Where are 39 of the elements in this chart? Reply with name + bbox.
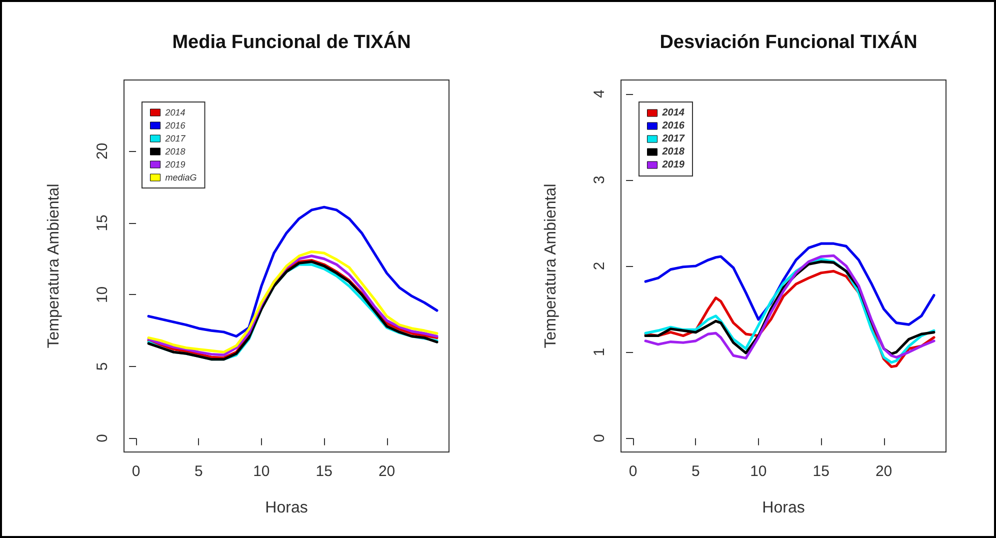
legend-label: 2018 (164, 146, 186, 156)
y-tick-label: 1 (591, 348, 608, 356)
x-tick-label: 5 (692, 463, 700, 480)
y-tick-label: 5 (94, 362, 111, 371)
x-tick-label: 15 (812, 463, 830, 480)
y-tick-label: 15 (94, 214, 111, 232)
legend-label: 2019 (661, 160, 685, 170)
chart-title: Desviación Funcional TIXÁN (660, 31, 918, 53)
legend-label: mediaG (165, 172, 197, 182)
x-tick-label: 5 (194, 463, 203, 480)
y-tick-label: 4 (591, 90, 608, 98)
y-tick-label: 0 (94, 434, 111, 442)
legend-label: 2016 (661, 120, 685, 132)
y-tick-label: 20 (94, 142, 111, 160)
y-axis-title: Temperatura Ambiental (46, 184, 62, 348)
x-axis-title: Horas (265, 500, 308, 516)
legend-label: 2014 (661, 108, 685, 118)
y-tick-label: 0 (591, 434, 608, 442)
x-tick-label: 10 (750, 463, 767, 480)
y-axis-title: Temperatura Ambiental (542, 184, 560, 348)
legend-label: 2018 (661, 146, 685, 158)
x-tick-label: 15 (316, 463, 332, 480)
chart-title: Media Funcional de TIXÁN (172, 31, 411, 53)
legend-label: 2014 (164, 108, 186, 118)
x-axis-title: Horas (762, 500, 805, 516)
line-series (644, 242, 936, 326)
x-tick-label: 10 (253, 463, 270, 480)
legend-label: 2017 (164, 134, 186, 144)
x-tick-label: 20 (875, 463, 892, 480)
y-tick-label: 2 (591, 262, 608, 270)
y-tick-label: 10 (94, 286, 111, 304)
x-tick-label: 0 (132, 463, 140, 480)
y-tick-label: 3 (591, 176, 608, 184)
x-tick-label: 0 (628, 463, 638, 480)
x-tick-label: 20 (378, 463, 396, 480)
legend-label: 2016 (164, 120, 186, 130)
legend-label: 2017 (661, 134, 685, 144)
line-series (147, 206, 438, 338)
legend-label: 2019 (164, 160, 186, 170)
